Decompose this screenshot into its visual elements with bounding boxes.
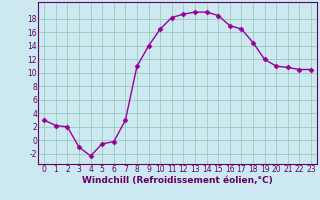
- X-axis label: Windchill (Refroidissement éolien,°C): Windchill (Refroidissement éolien,°C): [82, 176, 273, 185]
